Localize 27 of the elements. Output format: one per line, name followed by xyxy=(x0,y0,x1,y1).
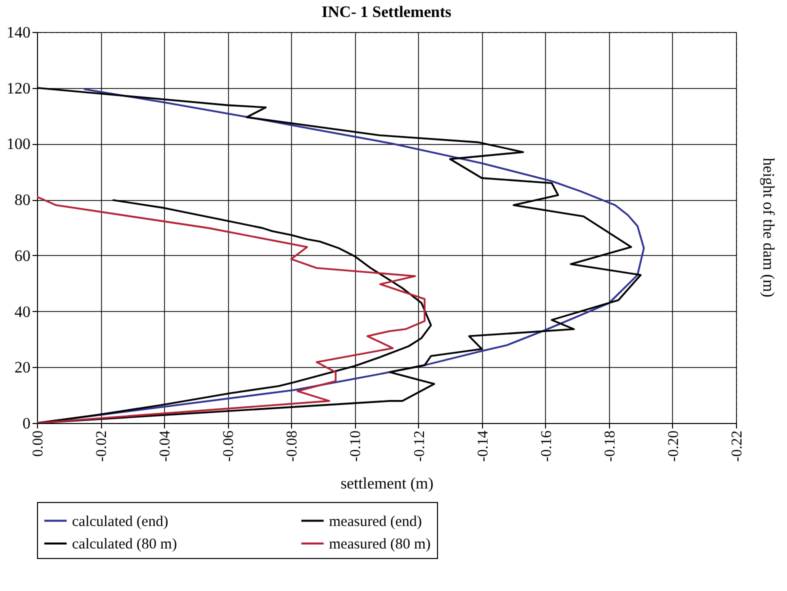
y-tick-label: 20 xyxy=(14,360,30,377)
legend-label: calculated (80 m) xyxy=(72,536,177,552)
legend-label: calculated (end) xyxy=(72,514,168,530)
x-tick-label: -0.06 xyxy=(221,430,238,462)
x-tick-label: -0.10 xyxy=(348,430,364,462)
x-tick-label: 0.00 xyxy=(30,430,46,457)
y-tick-label: 120 xyxy=(6,80,30,98)
x-tick-label: -0.08 xyxy=(284,430,301,462)
x-tick-label: -0.22 xyxy=(730,430,746,462)
x-tick-label: -0.12 xyxy=(412,430,428,462)
chart-title: INC- 1 Settlements xyxy=(322,4,452,21)
x-tick-label: -0.20 xyxy=(666,430,682,462)
y-tick-label: 0 xyxy=(22,416,30,432)
x-tick-label: -0.18 xyxy=(602,430,618,462)
y-tick-label: 40 xyxy=(14,304,30,321)
legend-label: measured (80 m) xyxy=(329,536,431,552)
y-tick-label: 60 xyxy=(14,248,30,265)
y-tick-label: 100 xyxy=(6,136,30,154)
x-tick-label: -0.04 xyxy=(158,430,174,462)
y-tick-label: 80 xyxy=(14,192,30,210)
x-axis-title: settlement (m) xyxy=(340,476,434,493)
x-tick-label: -0.16 xyxy=(538,430,555,462)
x-tick-label: -0.02 xyxy=(94,430,110,462)
y-tick-label: 140 xyxy=(6,24,30,42)
legend-label: measured (end) xyxy=(329,514,422,530)
x-tick-label: -0.14 xyxy=(475,430,492,462)
y-axis-title: height of the dam (m) xyxy=(760,158,776,298)
